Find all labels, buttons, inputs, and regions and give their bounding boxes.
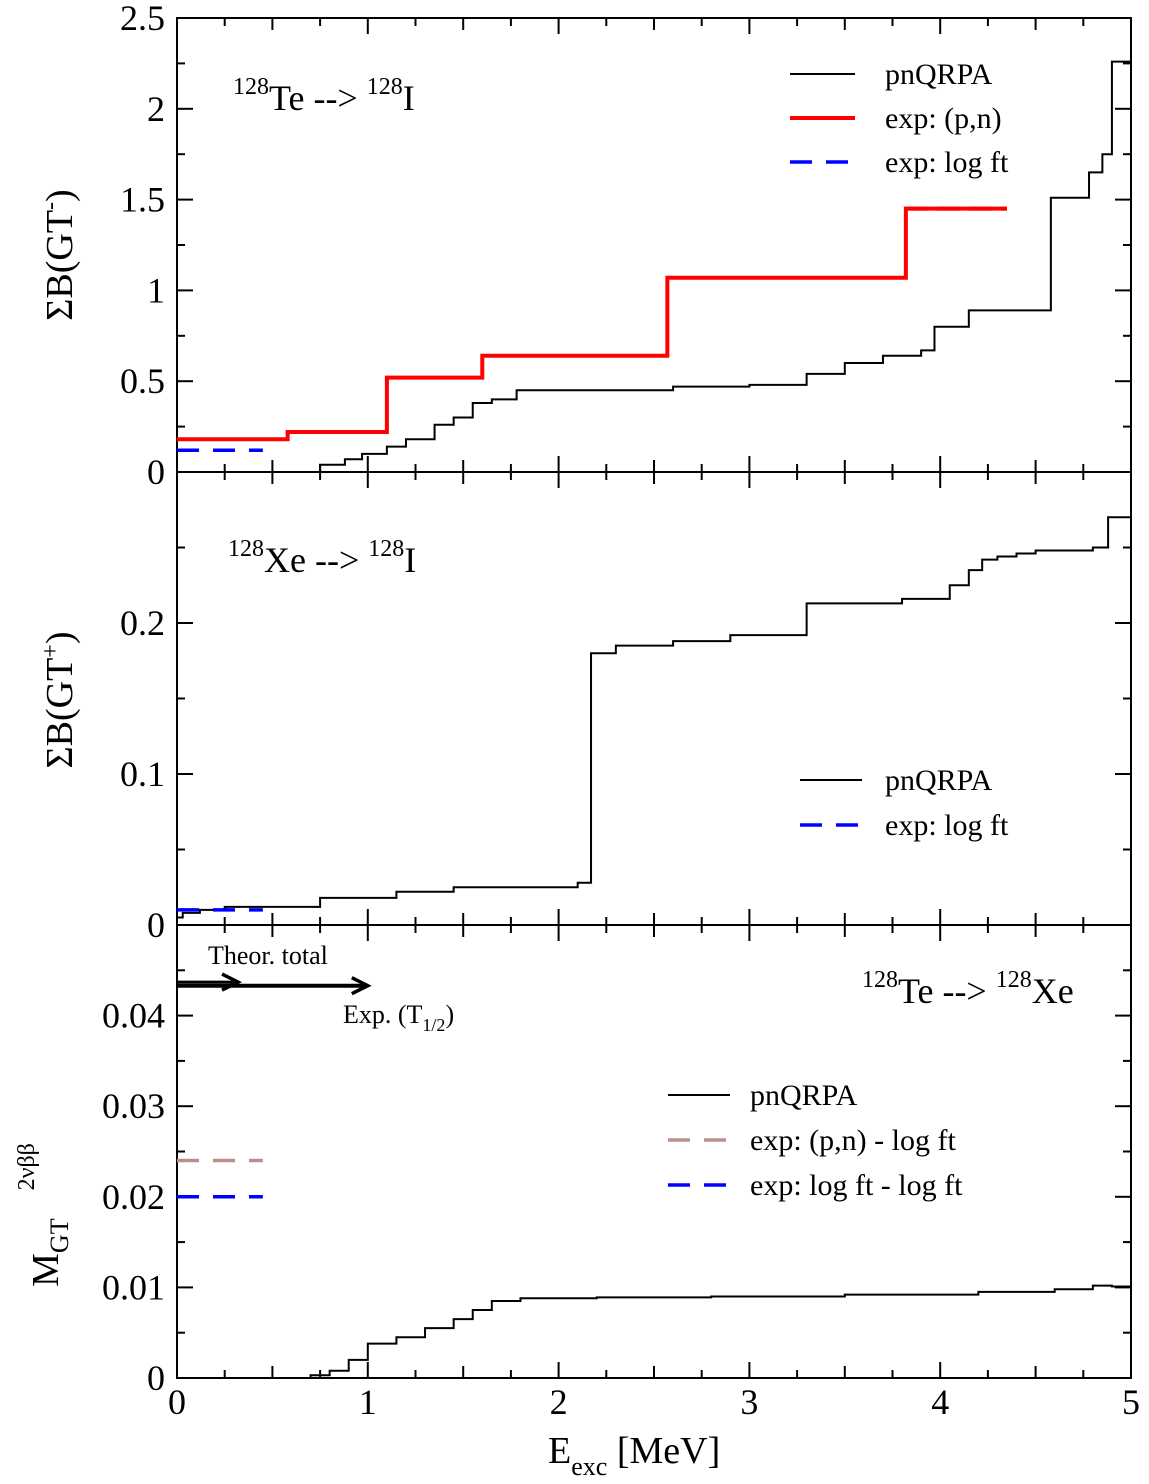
- ytick-label: 0.1: [120, 754, 165, 794]
- ytick-label: 0.02: [102, 1177, 165, 1217]
- ytick-label: 0.2: [120, 603, 165, 643]
- annotation-exp-half-life: Exp. (T1/2): [343, 1000, 454, 1035]
- legend-label: exp: (p,n): [885, 102, 1002, 135]
- title-gt-plus: 128Xe --> 128I: [228, 536, 416, 580]
- title-gt-minus: 128Te --> 128I: [233, 74, 415, 118]
- series-exp-p-n-: [177, 206, 1007, 442]
- ytick-label: 0.5: [120, 361, 165, 401]
- series-layer: [177, 60, 1131, 1379]
- legend-label: exp: log ft: [885, 809, 1009, 842]
- legend-label: exp: log ft: [885, 146, 1009, 179]
- ylabel-gt-minus: ΣB(GT-): [38, 189, 81, 320]
- axis-ticks: 0 0.5 1 1.5 2 2.5 0 0.1 0.2 0 0.01 0.02 0.03 0.04 0 1 2 3…: [102, 0, 1140, 1422]
- arrow-layer: [177, 972, 372, 996]
- legend-layer: pnQRPA exp: (p,n) exp: log ft pnQRPA exp: lo…: [668, 58, 1009, 1202]
- legend-label: pnQRPA: [750, 1079, 858, 1112]
- xtick-label: 0: [168, 1382, 186, 1422]
- legend-label: pnQRPA: [885, 764, 993, 797]
- legend-label: pnQRPA: [885, 58, 993, 91]
- ytick-label: 0: [147, 905, 165, 945]
- xtick-label: 4: [931, 1382, 949, 1422]
- ylabel-gt-plus: ΣB(GT+): [38, 632, 81, 769]
- ytick-label: 0.01: [102, 1267, 165, 1307]
- series-pnqrpa: [291, 1284, 1131, 1379]
- ylabel-m2nu: MGT2νββ: [14, 1143, 74, 1287]
- xlabel: Eexc [MeV]: [548, 1430, 720, 1481]
- legend-label: exp: (p,n) - log ft: [750, 1124, 956, 1157]
- annotation-theor-total: Theor. total: [208, 941, 328, 970]
- xtick-label: 3: [740, 1382, 758, 1422]
- xtick-label: 1: [359, 1382, 377, 1422]
- title-m2nu: 128Te --> 128Xe: [862, 967, 1074, 1011]
- ytick-label: 0.03: [102, 1086, 165, 1126]
- ytick-label: 1: [147, 270, 165, 310]
- ytick-label: 2: [147, 89, 165, 129]
- series-pnqrpa: [287, 60, 1131, 473]
- xtick-label: 2: [550, 1382, 568, 1422]
- ytick-label: 1.5: [120, 180, 165, 220]
- ytick-label: 2.5: [120, 0, 165, 38]
- legend-label: exp: log ft - log ft: [750, 1169, 963, 1202]
- ytick-label: 0: [147, 452, 165, 492]
- series-pnqrpa: [177, 516, 1131, 919]
- arrow-head: [351, 976, 372, 996]
- xtick-label: 5: [1122, 1382, 1140, 1422]
- panel-frames: [176, 17, 1132, 1379]
- ytick-label: 0.04: [102, 996, 165, 1036]
- ytick-label: 0: [147, 1358, 165, 1398]
